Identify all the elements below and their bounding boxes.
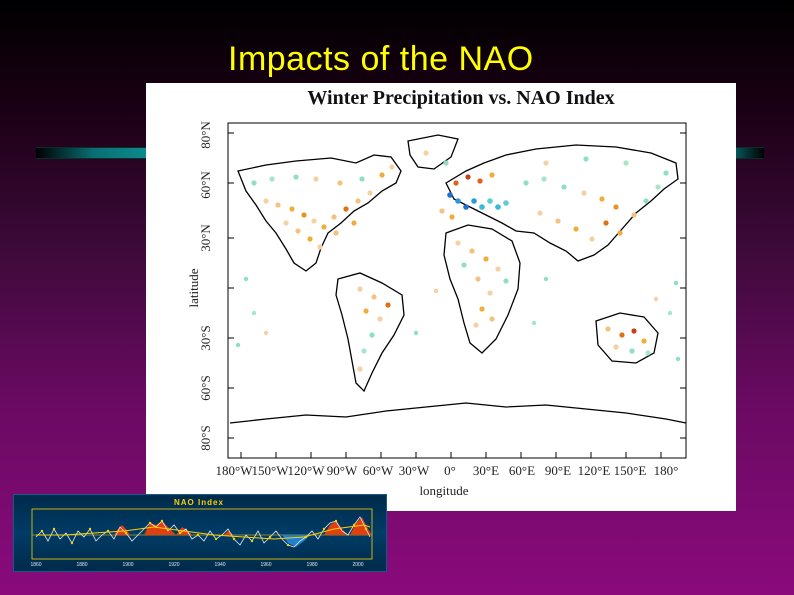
nao-year-label: 1880 (76, 562, 87, 568)
nao-year-label: 2000 (352, 562, 363, 568)
lon-tick-label: 180° (654, 463, 679, 478)
nao-year-label: 1940 (214, 562, 225, 568)
lon-tick-label: 180°W (216, 463, 254, 478)
lon-tick-label: 60°W (363, 463, 394, 478)
precipitation-map: Winter Precipitation vs. NAO Index (146, 83, 736, 511)
nao-plot-frame (31, 508, 373, 560)
lon-tick-label: 90°W (327, 463, 358, 478)
lon-tick-label: 120°E (578, 463, 611, 478)
lon-tick-label: 30°W (399, 463, 430, 478)
x-axis-label: longitude (419, 483, 468, 498)
lon-tick-marks (240, 452, 662, 458)
y-axis-label: latitude (186, 268, 201, 307)
nao-year-labels: 1860 1880 1900 1920 1940 1960 1980 2000 (30, 562, 363, 568)
nao-year-label: 1860 (30, 562, 41, 568)
lon-tick-label: 30°E (473, 463, 499, 478)
lon-tick-label: 60°E (509, 463, 535, 478)
nao-index-chart: 1860 1880 1900 1920 1940 1960 1980 2000 (30, 508, 373, 568)
map-title: Winter Precipitation vs. NAO Index (307, 87, 615, 109)
lon-labels: 180°W 150°W 120°W 90°W 60°W 30°W 0° 30°E… (216, 463, 679, 498)
lon-tick-label: 90°E (545, 463, 571, 478)
lat-tick-marks (228, 132, 686, 439)
nao-year-label: 1900 (122, 562, 133, 568)
lon-tick-label: 150°W (252, 463, 290, 478)
nao-year-label: 1960 (260, 562, 271, 568)
lat-tick-label: 30°S (198, 325, 213, 350)
lat-tick-label: 30°N (198, 224, 213, 252)
plot-frame (227, 122, 687, 459)
nao-trend-line (36, 524, 371, 540)
lon-tick-label: 120°W (288, 463, 326, 478)
nao-year-label: 1980 (306, 562, 317, 568)
nao-index-label: NAO Index (174, 498, 224, 507)
nao-index-line (35, 516, 371, 548)
precip-dots (235, 150, 681, 372)
nao-index-inset: NAO Index (13, 494, 387, 572)
continent-outlines (229, 134, 687, 424)
nao-points (40, 519, 368, 547)
lat-tick-label: 80°N (198, 121, 213, 149)
lon-tick-label: 150°E (614, 463, 647, 478)
slide-title: Impacts of the NAO (228, 40, 534, 78)
lat-tick-label: 80°S (198, 425, 213, 450)
lat-tick-label: 60°N (198, 171, 213, 199)
lat-labels: 80°N 60°N 30°N 30°S 60°S 80°S latitude (186, 121, 213, 451)
map-plot: 80°N 60°N 30°N 30°S 60°S 80°S latitude 1… (186, 121, 687, 498)
lat-tick-label: 60°S (198, 375, 213, 400)
lon-tick-label: 0° (444, 463, 456, 478)
nao-year-label: 1920 (168, 562, 179, 568)
